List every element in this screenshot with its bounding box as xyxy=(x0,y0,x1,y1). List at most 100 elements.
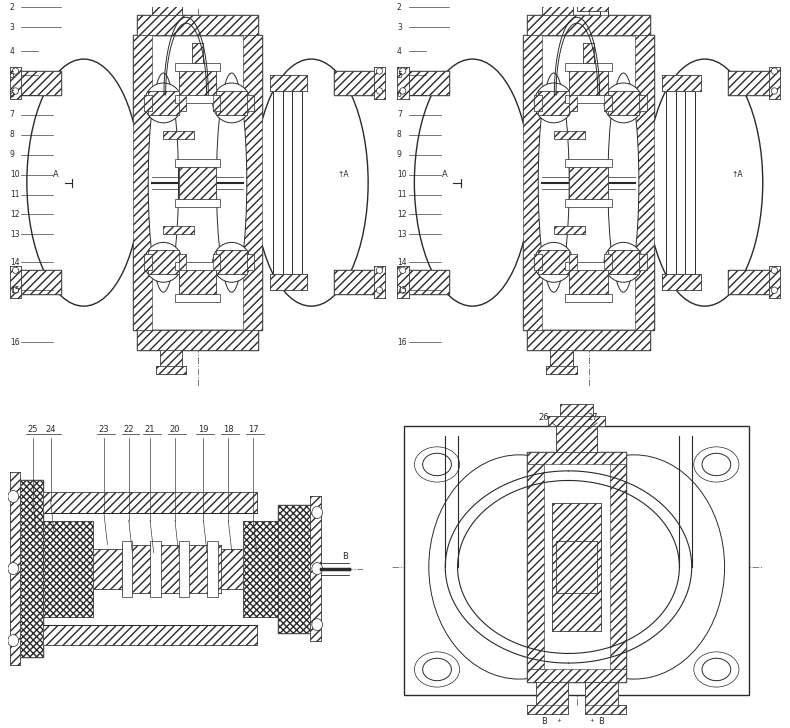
Bar xyxy=(534,254,542,270)
Bar xyxy=(585,705,626,714)
Bar xyxy=(122,545,221,593)
Bar xyxy=(403,270,450,294)
Bar xyxy=(149,250,179,274)
Bar xyxy=(546,366,577,374)
Bar xyxy=(334,71,379,95)
Text: 13: 13 xyxy=(397,230,407,239)
Bar xyxy=(243,521,278,617)
Bar xyxy=(569,71,608,95)
Bar xyxy=(137,15,258,35)
Bar xyxy=(769,266,781,298)
Circle shape xyxy=(702,658,731,681)
Bar xyxy=(550,350,573,366)
Bar xyxy=(560,403,593,416)
Bar xyxy=(133,35,262,330)
Circle shape xyxy=(8,635,19,646)
Circle shape xyxy=(604,83,643,123)
Circle shape xyxy=(213,83,250,123)
Bar xyxy=(610,464,626,670)
Bar xyxy=(397,266,408,298)
Text: 8: 8 xyxy=(397,130,401,139)
Text: A: A xyxy=(442,170,447,178)
Bar xyxy=(552,503,601,631)
Circle shape xyxy=(312,507,322,518)
Bar xyxy=(604,254,611,270)
Text: 27: 27 xyxy=(588,413,599,422)
Bar xyxy=(662,274,701,290)
Bar xyxy=(728,71,774,95)
Bar xyxy=(728,71,774,95)
Bar xyxy=(9,266,21,298)
Bar xyxy=(278,505,314,633)
Bar xyxy=(16,270,61,294)
Text: 12: 12 xyxy=(397,210,406,219)
Circle shape xyxy=(145,83,182,123)
Bar xyxy=(403,270,450,294)
Text: 23: 23 xyxy=(99,425,109,435)
Bar xyxy=(728,270,774,294)
Bar xyxy=(179,270,216,294)
Bar xyxy=(192,43,203,63)
Bar xyxy=(536,682,569,708)
Circle shape xyxy=(771,267,777,274)
Bar xyxy=(686,83,695,282)
Circle shape xyxy=(13,88,18,94)
Text: 11: 11 xyxy=(397,190,406,199)
Bar xyxy=(639,254,646,270)
Bar xyxy=(179,95,186,111)
Text: 6: 6 xyxy=(397,90,402,100)
Circle shape xyxy=(312,619,322,630)
Ellipse shape xyxy=(415,59,531,306)
Bar xyxy=(569,71,608,95)
Bar xyxy=(310,496,321,641)
Text: 16: 16 xyxy=(397,338,407,347)
Text: B: B xyxy=(342,552,348,561)
Text: +: + xyxy=(556,719,561,724)
Ellipse shape xyxy=(149,73,179,292)
Bar xyxy=(164,226,194,234)
Bar xyxy=(528,464,544,670)
Ellipse shape xyxy=(27,59,141,306)
Circle shape xyxy=(771,68,777,74)
Text: 6: 6 xyxy=(9,90,15,100)
Bar xyxy=(16,71,61,95)
Circle shape xyxy=(771,88,777,94)
Text: 2: 2 xyxy=(9,3,14,12)
Bar xyxy=(145,95,152,111)
Bar xyxy=(9,266,21,298)
Bar xyxy=(769,67,781,99)
Bar xyxy=(9,472,21,665)
Bar xyxy=(569,254,577,270)
Bar xyxy=(552,503,601,631)
Bar xyxy=(600,0,608,19)
Ellipse shape xyxy=(216,73,246,292)
Bar xyxy=(216,91,246,115)
Bar xyxy=(569,270,608,294)
Text: 17: 17 xyxy=(248,425,258,435)
Bar xyxy=(179,167,216,199)
Bar xyxy=(577,4,608,11)
Bar xyxy=(604,95,611,111)
Bar xyxy=(145,254,152,270)
Text: 4: 4 xyxy=(9,47,15,55)
Bar xyxy=(175,262,220,270)
Bar xyxy=(639,95,646,111)
Bar xyxy=(152,0,182,15)
Bar xyxy=(583,43,594,63)
Bar xyxy=(269,274,307,290)
Text: 24: 24 xyxy=(45,425,56,435)
Bar xyxy=(577,4,608,11)
Bar xyxy=(769,266,781,298)
Circle shape xyxy=(423,658,451,681)
Circle shape xyxy=(13,68,18,74)
Bar xyxy=(662,75,701,91)
Circle shape xyxy=(377,287,382,293)
Bar xyxy=(554,226,585,234)
Bar xyxy=(538,91,569,115)
Bar xyxy=(9,472,21,665)
Circle shape xyxy=(8,491,19,502)
Bar xyxy=(523,35,542,330)
Bar xyxy=(585,705,626,714)
Bar xyxy=(728,270,774,294)
Bar xyxy=(152,0,182,15)
